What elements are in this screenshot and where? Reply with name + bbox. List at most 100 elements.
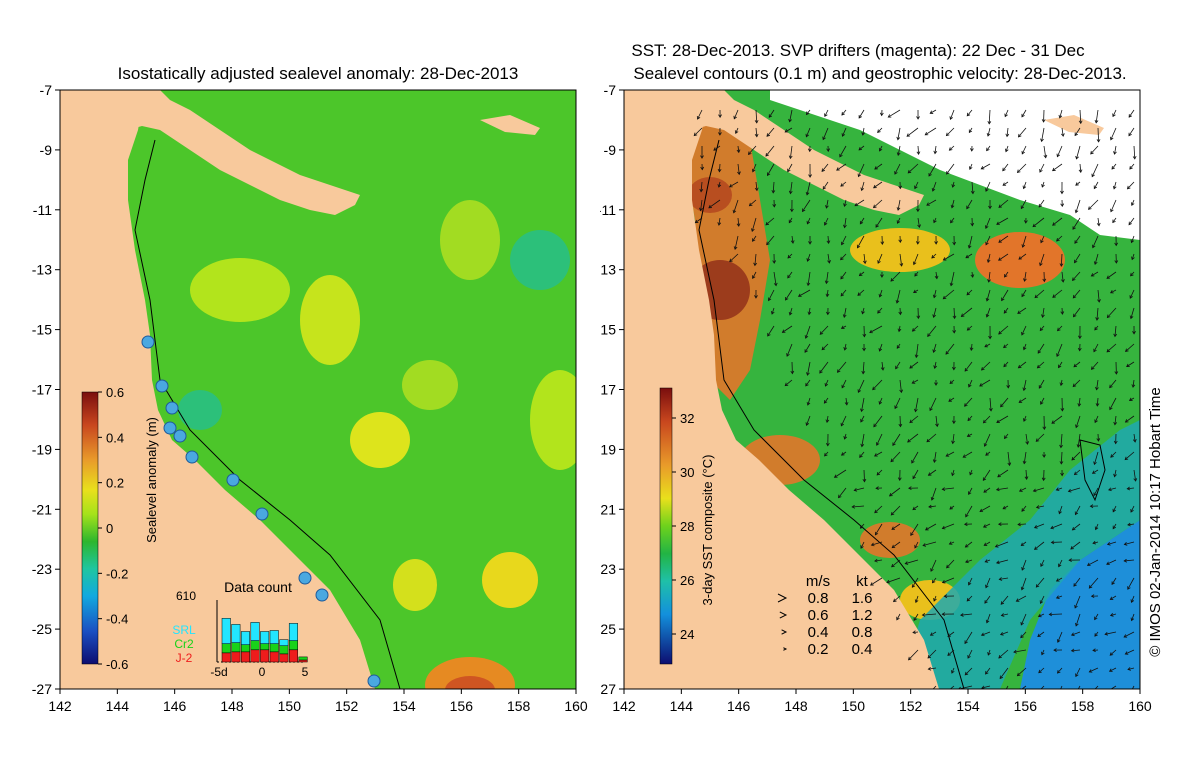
data-count-xlabel: -5d <box>210 665 227 679</box>
y-tick-label: -21 <box>32 501 52 517</box>
velocity-arrowhead <box>898 311 903 316</box>
velocity-arrowhead <box>996 560 1000 565</box>
velocity-arrow <box>971 181 974 194</box>
velocity-arrow <box>981 631 991 636</box>
sla-colorbar <box>81 391 99 665</box>
velocity-arrowhead <box>1090 366 1095 370</box>
velocity-arrow <box>1088 199 1099 210</box>
velocity-arrow <box>1060 379 1063 386</box>
velocity-arrow <box>879 397 883 405</box>
velocity-arrow <box>982 469 991 481</box>
velocity-arrow <box>1020 631 1027 638</box>
velocity-arrowhead <box>948 147 953 151</box>
data-count-bar-srl <box>231 624 241 643</box>
data-count-bar-srl <box>240 631 250 645</box>
velocity-arrowhead <box>952 366 956 371</box>
velocity-arrowhead <box>1021 293 1025 298</box>
velocity-arrow <box>1093 487 1099 496</box>
velocity-arrowhead <box>1109 406 1113 411</box>
velocity-arrow <box>841 109 847 116</box>
velocity-arrowhead <box>872 386 876 391</box>
tide-gauge-marker <box>165 401 179 415</box>
velocity-arrow <box>984 343 991 348</box>
velocity-arrowhead <box>751 228 755 233</box>
velocity-arrowhead <box>952 330 957 334</box>
velocity-arrow <box>697 109 703 120</box>
velocity-arrowhead <box>911 459 915 464</box>
sla-anomaly-blob <box>445 676 495 689</box>
velocity-arrow <box>987 127 991 137</box>
velocity-arrowhead <box>1109 652 1114 656</box>
velocity-arrowhead <box>1041 651 1045 656</box>
x-tick-label: 144 <box>106 698 130 714</box>
velocity-arrowhead <box>873 184 877 189</box>
velocity-arrowhead <box>1072 383 1077 388</box>
velocity-arrowhead <box>1132 156 1137 160</box>
velocity-legend-kt: 0.4 <box>852 641 873 658</box>
velocity-arrow <box>873 181 883 189</box>
velocity-arrowhead <box>858 115 862 119</box>
data-count-max: 610 <box>176 589 196 603</box>
velocity-arrow <box>1056 577 1063 582</box>
velocity-arrowhead <box>1110 136 1114 141</box>
velocity-arrowhead <box>980 366 985 371</box>
velocity-arrowhead <box>945 453 950 457</box>
data-count-inset: Data count 610 SRL Cr2 J-2 -5d 0 5 <box>172 579 308 679</box>
velocity-arrowhead <box>1130 239 1135 244</box>
velocity-arrow <box>733 199 739 213</box>
velocity-arrowhead <box>700 155 704 159</box>
velocity-arrow <box>870 577 883 586</box>
velocity-arrowhead <box>912 630 916 635</box>
velocity-arrow <box>1038 379 1045 389</box>
velocity-arrow <box>802 199 811 212</box>
velocity-arrow <box>950 109 955 120</box>
tide-gauge-marker <box>185 450 199 464</box>
right-map-area <box>624 90 1140 689</box>
velocity-arrow <box>965 505 973 517</box>
velocity-arrow <box>1131 253 1135 260</box>
velocity-arrowhead <box>995 487 1000 492</box>
velocity-arrow <box>945 451 955 457</box>
velocity-arrow <box>1107 541 1117 545</box>
velocity-arrowhead <box>952 241 957 246</box>
velocity-arrow <box>768 109 775 118</box>
velocity-arrow <box>805 379 811 387</box>
velocity-arrowhead <box>987 121 992 125</box>
data-count-title: Data count <box>224 579 292 595</box>
velocity-arrow <box>985 559 991 563</box>
velocity-arrow <box>1077 433 1081 448</box>
x-tick-label: 148 <box>220 698 244 714</box>
velocity-arrow <box>1041 127 1045 142</box>
velocity-arrowhead <box>967 245 972 249</box>
velocity-arrowhead <box>985 584 989 589</box>
velocity-arrow <box>1110 127 1117 140</box>
velocity-arrowhead <box>949 282 954 287</box>
velocity-arrow <box>929 397 937 411</box>
velocity-arrowhead <box>1037 633 1041 638</box>
velocity-legend-kt: 1.6 <box>852 590 873 607</box>
velocity-arrow <box>879 289 883 297</box>
sla-anomaly-blob <box>393 559 437 611</box>
velocity-arrowhead <box>985 297 990 302</box>
velocity-arrow <box>988 109 991 124</box>
velocity-arrowhead <box>998 577 1003 581</box>
velocity-arrow <box>968 379 973 388</box>
velocity-arrow <box>1023 451 1027 464</box>
velocity-arrowhead <box>819 369 823 374</box>
velocity-arrowhead <box>929 407 933 412</box>
velocity-arrowhead <box>1020 205 1025 210</box>
velocity-arrowhead <box>951 472 955 477</box>
velocity-arrowhead <box>718 132 722 136</box>
velocity-arrowhead <box>969 148 974 152</box>
velocity-arrow <box>1000 631 1009 635</box>
velocity-arrowhead <box>790 240 795 244</box>
velocity-arrowhead <box>805 191 810 196</box>
velocity-arrow <box>933 595 937 602</box>
velocity-arrowhead <box>987 279 991 283</box>
velocity-arrowhead <box>787 168 791 173</box>
land-solomons <box>480 115 540 135</box>
velocity-arrow <box>1021 325 1027 336</box>
velocity-arrow <box>1127 523 1135 526</box>
velocity-arrowhead <box>1133 478 1138 482</box>
velocity-arrowhead <box>928 504 932 509</box>
